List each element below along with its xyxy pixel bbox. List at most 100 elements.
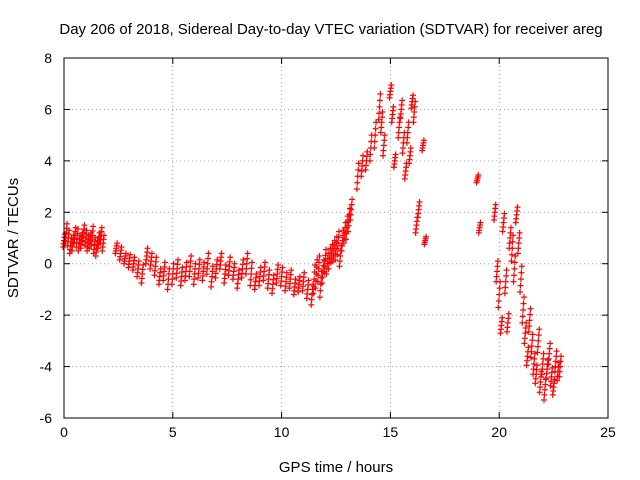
- data-point: [359, 163, 366, 169]
- data-point: [316, 259, 323, 266]
- data-point: [164, 286, 171, 293]
- data-point: [509, 245, 516, 252]
- data-point: [127, 251, 134, 258]
- data-point: [420, 137, 427, 144]
- x-tick-label: 5: [169, 424, 177, 440]
- data-point: [372, 132, 379, 139]
- data-point: [528, 348, 535, 355]
- data-point: [169, 276, 176, 283]
- data-point: [64, 220, 71, 227]
- data-point: [381, 137, 388, 144]
- data-point: [396, 119, 403, 126]
- data-point: [170, 260, 177, 267]
- data-point: [540, 350, 547, 357]
- data-point: [179, 264, 186, 271]
- data-point: [545, 355, 552, 362]
- data-point: [335, 234, 342, 241]
- data-point: [122, 250, 129, 257]
- data-point: [101, 232, 108, 239]
- data-point: [388, 82, 395, 88]
- data-point: [81, 222, 88, 229]
- data-point: [135, 258, 142, 265]
- data-point: [376, 97, 383, 104]
- data-point: [308, 296, 315, 303]
- data-point: [400, 145, 407, 151]
- data-point: [551, 376, 558, 383]
- data-point: [395, 134, 402, 141]
- data-point: [205, 250, 212, 257]
- data-point: [411, 109, 418, 115]
- data-point: [140, 262, 147, 268]
- data-point: [209, 268, 216, 275]
- data-point: [502, 284, 509, 291]
- data-point: [275, 262, 282, 268]
- data-point: [169, 271, 176, 277]
- data-point: [288, 267, 295, 274]
- data-point: [320, 256, 327, 263]
- data-point: [423, 233, 430, 240]
- data-point: [507, 235, 514, 241]
- data-point: [517, 282, 524, 289]
- data-point: [521, 294, 528, 301]
- data-point: [208, 273, 215, 280]
- data-point: [248, 265, 255, 272]
- data-point: [376, 103, 383, 110]
- data-point: [355, 160, 362, 167]
- data-point: [322, 246, 329, 253]
- y-tick-label: 4: [44, 153, 52, 169]
- data-point: [557, 358, 564, 365]
- x-tick-label: 25: [600, 424, 616, 440]
- data-point: [494, 263, 501, 270]
- data-point: [355, 166, 362, 173]
- data-point: [547, 340, 554, 347]
- data-point: [190, 281, 197, 288]
- data-point: [316, 294, 323, 301]
- data-point: [208, 283, 215, 290]
- data-point: [416, 199, 423, 205]
- data-point: [510, 278, 517, 285]
- data-point: [318, 274, 325, 281]
- data-point: [404, 129, 411, 136]
- data-point: [518, 269, 525, 276]
- data-point: [186, 273, 193, 280]
- data-point: [514, 250, 521, 257]
- data-point: [545, 361, 552, 367]
- data-point: [248, 271, 255, 277]
- data-point: [348, 206, 355, 213]
- data-point: [492, 201, 499, 208]
- data-point: [520, 300, 527, 307]
- data-point: [377, 129, 384, 136]
- data-point: [66, 227, 73, 234]
- data-point: [375, 116, 382, 123]
- data-point: [218, 250, 225, 257]
- data-point: [312, 285, 319, 292]
- data-point: [372, 125, 379, 132]
- data-point: [157, 265, 164, 272]
- data-point: [546, 345, 553, 352]
- data-point: [549, 364, 556, 371]
- data-point: [541, 397, 548, 403]
- x-axis-label: GPS time / hours: [279, 459, 393, 476]
- data-point: [257, 264, 264, 271]
- data-point: [411, 103, 418, 110]
- data-point: [509, 238, 516, 245]
- data-point: [410, 114, 417, 121]
- data-point: [536, 389, 543, 396]
- data-point: [319, 274, 326, 281]
- data-point: [477, 219, 484, 226]
- data-point: [148, 250, 155, 257]
- data-point: [526, 317, 533, 324]
- data-point: [144, 245, 151, 252]
- data-point: [231, 260, 238, 267]
- data-point: [511, 259, 518, 266]
- data-point: [114, 240, 121, 247]
- data-point: [506, 240, 513, 247]
- data-point: [74, 226, 81, 232]
- data-point: [338, 247, 345, 254]
- data-point: [242, 271, 249, 277]
- data-point: [235, 267, 242, 274]
- data-point: [336, 263, 343, 270]
- data-point: [525, 328, 532, 335]
- plot-frame: [63, 57, 609, 419]
